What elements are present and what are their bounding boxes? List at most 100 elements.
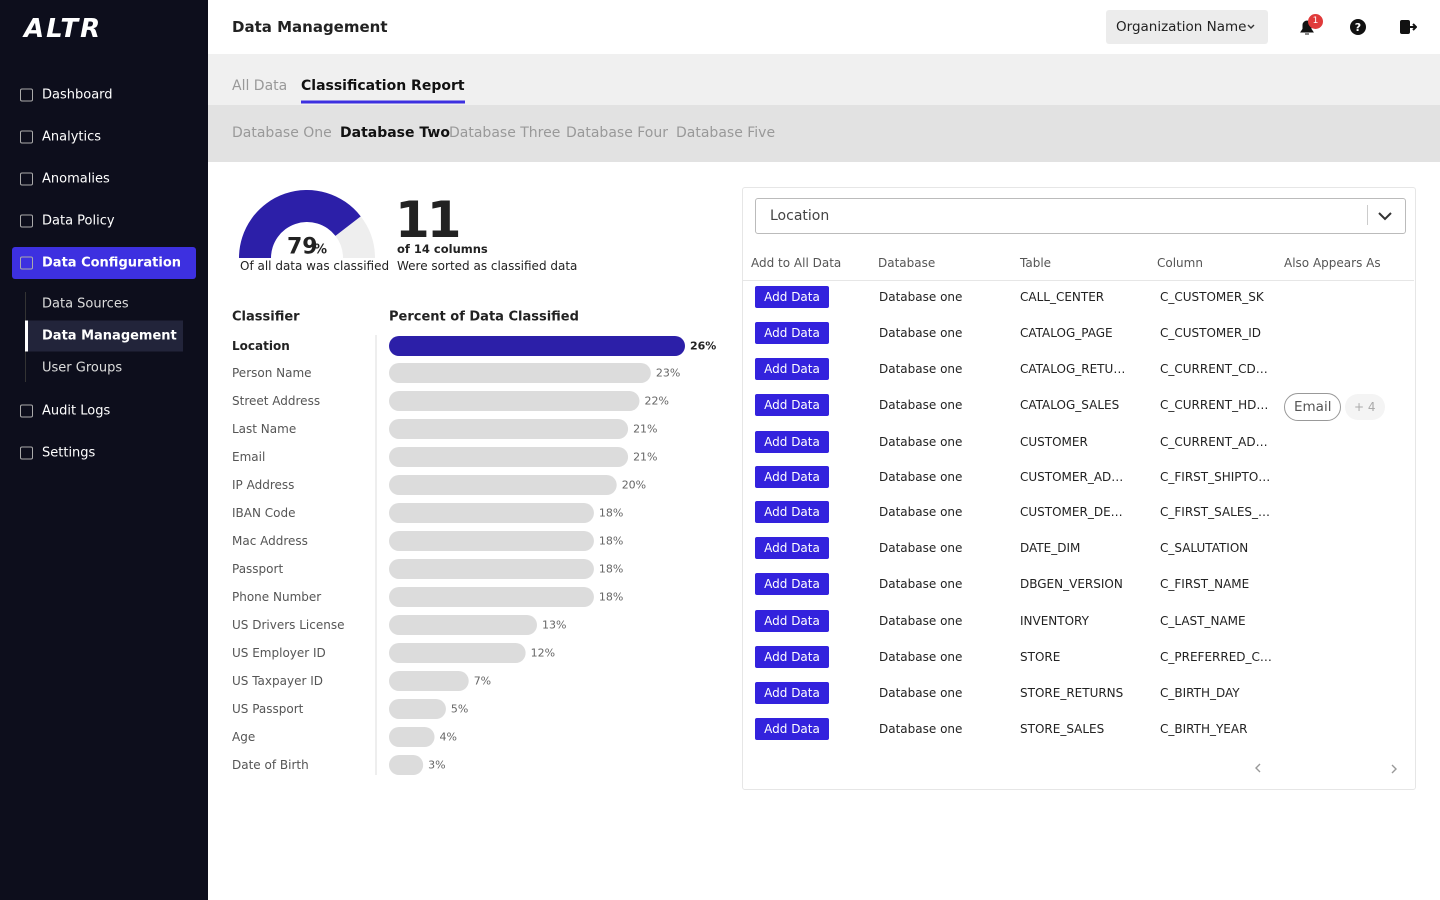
prev-page[interactable] [1252,762,1264,774]
nav-icon [20,446,33,460]
cell-table: CATALOG_SALES [1020,398,1120,412]
cell-database: Database one [879,362,963,376]
count: 11 [395,191,462,249]
chevron-icon [1378,212,1392,221]
database-tab[interactable]: Database Two [340,125,450,141]
subnav-item[interactable]: Data Management [42,328,177,344]
subnav-active-bg [25,320,183,352]
cell-table: CUSTOMER [1020,435,1088,449]
add-data-button[interactable]: Add Data [755,322,829,344]
database-tab[interactable]: Database Five [676,125,776,141]
logout-icon[interactable] [1399,18,1417,36]
classifier-label: Person Name [232,366,312,380]
bar [389,615,537,635]
bar [389,531,594,551]
svg-text:?: ? [1355,21,1361,34]
cell-column: C_BIRTH_DAY [1160,686,1240,700]
cell-database: Database one [879,614,963,628]
cell-table: CUSTOMER_ADDRESS [1020,470,1132,484]
cell-database: Database one [879,722,963,736]
bar [389,447,629,467]
add-data-button[interactable]: Add Data [755,646,829,668]
nav-item[interactable]: Dashboard [42,87,113,103]
nav-active-bg [12,247,196,279]
cell-table: CUSTOMER_DEMOGRAPHICS [1020,505,1132,519]
nav-item[interactable]: Data Configuration [42,255,182,271]
add-data-button[interactable]: Add Data [755,286,829,308]
org-name: Organization Name [1116,19,1247,35]
gauge-track [335,216,375,258]
table-header: Also Appears As [1284,256,1381,270]
classifier-select[interactable] [755,198,1406,234]
classifier-label: Phone Number [232,590,322,604]
nav-item[interactable]: Audit Logs [42,403,111,419]
nav-icon [20,130,33,144]
add-data-button[interactable]: Add Data [755,466,829,488]
cell-table: DBGEN_VERSION [1020,577,1123,591]
bar-label: 20% [621,478,647,492]
bar-label: 26% [690,339,717,353]
cell-column: C_FIRST_SALES_DATE_SK [1160,505,1272,519]
bar-label: 13% [542,618,567,632]
database-tab[interactable]: Database Four [566,125,668,141]
bar-label: 23% [655,366,681,380]
bar [389,587,594,607]
bar [389,559,594,579]
classifier-label: Street Address [232,394,321,408]
cell-table: DATE_DIM [1020,541,1081,555]
bar-chart [389,336,685,775]
table-panel [742,187,1416,790]
add-data-button[interactable]: Add Data [755,573,829,595]
add-data-button[interactable]: Add Data [755,682,829,704]
tab[interactable]: All Data [232,78,288,94]
gauge-value: 79 [287,234,318,260]
cell-database: Database one [879,505,963,519]
count-of: of 14 columns [397,242,488,256]
help-icon[interactable]: ? [1349,18,1367,36]
add-data-button[interactable]: Add Data [755,501,829,523]
cell-database: Database one [879,290,963,304]
add-data-button[interactable]: Add Data [755,431,829,453]
cell-column: C_LAST_NAME [1160,614,1246,628]
bar [389,363,651,383]
nav-item[interactable]: Data Policy [42,213,115,229]
cell-column: C_FIRST_NAME [1160,577,1250,591]
subnav-item[interactable]: User Groups [42,360,123,376]
next-page[interactable] [1388,763,1400,775]
add-data-button[interactable]: Add Data [755,394,829,416]
subnav-item[interactable]: Data Sources [42,296,129,312]
org-select[interactable] [1106,10,1268,44]
sidebar [0,0,208,900]
gauge-fill [239,189,361,258]
add-data-button[interactable]: Add Data [755,610,829,632]
add-data-button[interactable]: Add Data [755,537,829,559]
add-data-button[interactable]: Add Data [755,718,829,740]
database-tab[interactable]: Database Three [449,125,561,141]
also-chip[interactable]: Email [1284,393,1342,421]
more-chip[interactable]: + 4 [1345,394,1385,420]
column-header: Percent of Data Classified [389,309,579,325]
nav-icon [20,404,33,418]
cell-table: CATALOG_RETURNS [1020,362,1132,376]
gauge [239,189,375,258]
nav-item[interactable]: Anomalies [42,171,110,187]
cell-database: Database one [879,541,963,555]
classifier-label: US Drivers License [232,618,345,632]
classifier-label: Mac Address [232,534,308,548]
bar-label: 3% [428,758,446,772]
tab[interactable]: Classification Report [301,78,465,94]
add-data-button[interactable]: Add Data [755,358,829,380]
table-header: Table [1020,256,1052,270]
classifier-label: Passport [232,562,284,576]
cell-table: INVENTORY [1020,614,1089,628]
bar-label: 18% [598,590,624,604]
header-divider [743,280,1414,281]
nav-item[interactable]: Analytics [42,129,102,145]
nav-item[interactable]: Settings [42,445,96,461]
classifier-label: US Employer ID [232,646,326,660]
cell-column: C_CURRENT_HDEMO_SK [1160,398,1272,412]
database-tab[interactable]: Database One [232,125,332,141]
page-title: Data Management [232,18,388,36]
cell-column: C_BIRTH_YEAR [1160,722,1248,736]
logo: ALTR [24,14,103,44]
